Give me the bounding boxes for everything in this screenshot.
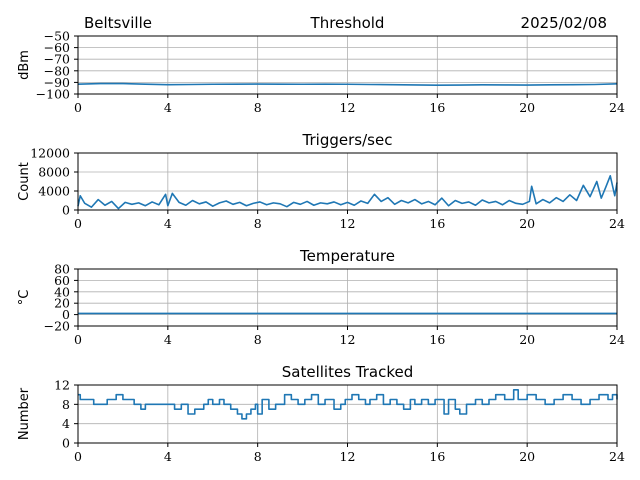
x-tick-label: 20: [519, 216, 535, 231]
y-tick-label: 60: [54, 273, 70, 288]
x-tick-label: 12: [340, 332, 356, 347]
chart-panel-4: 0 4 8 12 16 20 24 0 4 8 12 Satellites Tracked Number: [17, 363, 625, 464]
x-tick-label: 16: [429, 449, 445, 464]
x-tick-label: 4: [164, 332, 172, 347]
x-tick-label: 12: [340, 449, 356, 464]
y-tick-label: −50: [44, 29, 70, 44]
x-tick-label: 8: [254, 216, 262, 231]
x-tick-label: 20: [519, 332, 535, 347]
x-tick-label: 0: [74, 449, 82, 464]
y-tick-label: 12000: [30, 146, 70, 161]
chart-title: Temperature: [299, 247, 395, 265]
y-tick-label: −20: [44, 319, 70, 334]
x-tick-label: 0: [74, 216, 82, 231]
x-tick-label: 0: [74, 332, 82, 347]
y-tick-label: −100: [36, 87, 70, 102]
y-tick-label: 20: [54, 296, 70, 311]
x-tick-label: 16: [429, 100, 445, 115]
location-label: Beltsville: [84, 14, 152, 32]
y-tick-label: 0: [62, 203, 70, 218]
y-tick-label: 8000: [38, 165, 70, 180]
y-tick-label: 8: [62, 397, 70, 412]
x-tick-label: 0: [74, 100, 82, 115]
y-tick-label: 4000: [38, 184, 70, 199]
y-tick-label: 80: [54, 262, 70, 277]
x-tick-label: 24: [609, 100, 625, 115]
y-tick-label: −60: [44, 40, 70, 55]
y-axis-label: °C: [17, 290, 32, 306]
series-line: [77, 175, 618, 210]
x-tick-label: 24: [609, 449, 625, 464]
y-tick-label: −90: [44, 75, 70, 90]
x-tick-label: 16: [429, 216, 445, 231]
chart-panel-1: 0 4 8 12 16 20 24 −100−90−80−70−60−50 Threshold d…: [17, 14, 625, 115]
date-label: 2025/02/08: [521, 14, 607, 32]
y-tick-label: 0: [62, 307, 70, 322]
y-axis-label: Number: [17, 387, 32, 440]
chart-title: Satellites Tracked: [282, 363, 413, 381]
x-tick-label: 20: [519, 449, 535, 464]
y-tick-label: 12: [54, 378, 70, 393]
x-tick-label: 4: [164, 449, 172, 464]
chart-title: Threshold: [310, 14, 385, 32]
x-tick-label: 24: [609, 216, 625, 231]
x-tick-label: 8: [254, 100, 262, 115]
y-axis-label: dBm: [17, 50, 32, 80]
chart-panel-2: 0 4 8 12 16 20 24 0 4000 8000 12000 Triggers/sec Cou…: [17, 131, 625, 231]
y-tick-label: −80: [44, 63, 70, 78]
series-line: [77, 82, 618, 86]
series-line: [78, 389, 618, 420]
x-tick-label: 12: [340, 100, 356, 115]
x-tick-label: 4: [164, 216, 172, 231]
y-tick-label: 4: [62, 416, 70, 431]
x-tick-label: 12: [340, 216, 356, 231]
y-tick-label: 0: [62, 436, 70, 451]
y-axis-label: Count: [17, 162, 32, 201]
x-tick-label: 8: [254, 332, 262, 347]
x-tick-label: 8: [254, 449, 262, 464]
x-tick-label: 24: [609, 332, 625, 347]
y-tick-label: 40: [54, 284, 70, 299]
x-tick-label: 16: [429, 332, 445, 347]
chart-title: Triggers/sec: [302, 131, 393, 149]
chart-panels: 0 4 8 12 16 20 24 −100−90−80−70−60−50 Threshold d…: [17, 14, 625, 464]
y-tick-label: −70: [44, 52, 70, 67]
x-tick-label: 20: [519, 100, 535, 115]
x-tick-label: 4: [164, 100, 172, 115]
